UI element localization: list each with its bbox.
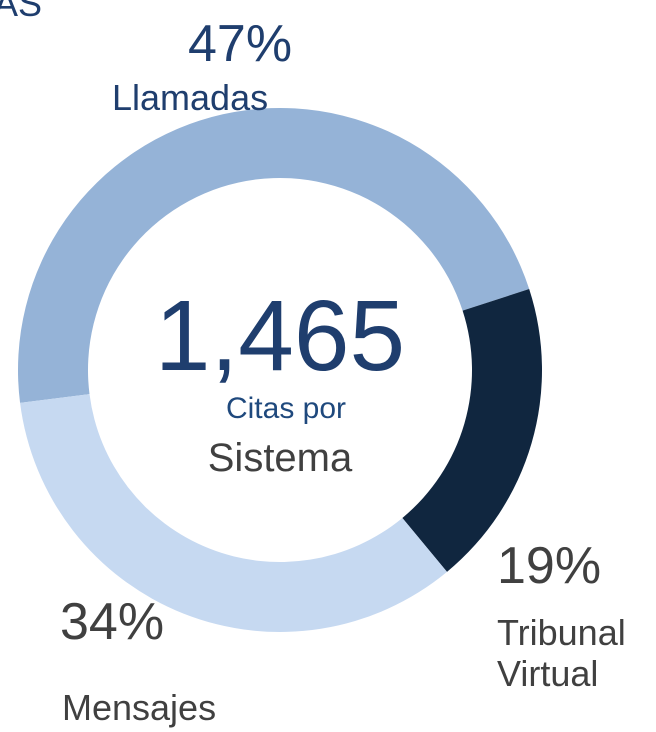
category-label: Mensajes [62, 687, 217, 728]
donut-slice [17, 107, 530, 403]
value-label: 34% [60, 593, 165, 651]
category-label: Llamadas [112, 77, 269, 118]
value-label: 19% [497, 537, 602, 595]
donut-slice [20, 394, 448, 633]
donut-slice [402, 289, 543, 572]
center-subtitle: Citas por [225, 392, 347, 425]
value-label: 47% [188, 15, 293, 73]
category-label: Tribunal Virtual [497, 612, 626, 695]
center-title: 1,465 [154, 280, 406, 392]
center-subtitle: Sistema [207, 436, 353, 480]
chart-title: AS [0, 0, 43, 24]
